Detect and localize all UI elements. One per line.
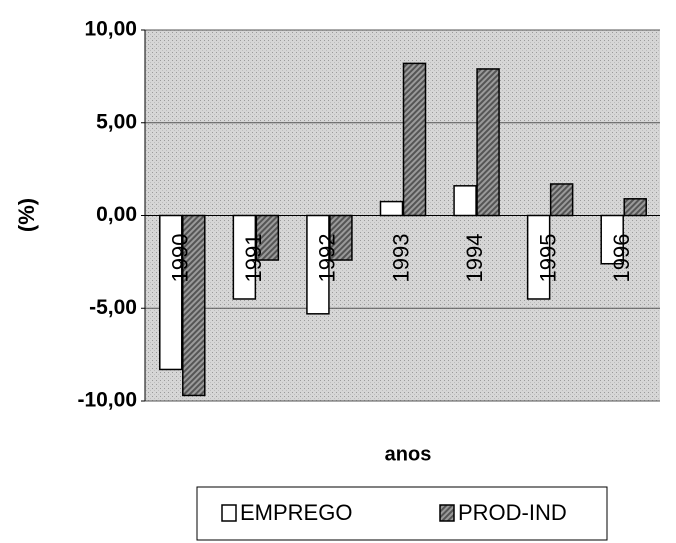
bar [182,214,206,397]
x-tick-label: 1996 [609,234,634,283]
y-tick-label: -5,00 [89,296,137,319]
bar [255,214,280,261]
bar [379,200,404,217]
bar [476,68,500,217]
bar [453,185,477,217]
y-axis-label: (%) [14,198,39,232]
legend-label: EMPREGO [240,500,352,525]
bar [329,214,353,261]
bar [600,214,624,265]
x-tick-label: 1995 [535,234,560,283]
y-tick-label: -10,00 [77,389,137,412]
y-tick-label: 5,00 [96,110,137,133]
x-tick-label: 1990 [168,234,193,283]
y-tick-label: 0,00 [96,203,137,226]
x-tick-label: 1994 [462,234,487,283]
legend-swatch [439,504,455,522]
x-axis-label: anos [385,443,432,465]
x-tick-label: 1992 [315,234,340,283]
bar [402,62,427,217]
legend-label: PROD-IND [458,500,567,525]
x-tick-label: 1991 [241,234,266,283]
legend [196,486,608,541]
bar [549,183,574,217]
bar [526,214,551,300]
bar [232,214,257,300]
bar [306,214,330,315]
y-tick-label: 10,00 [84,18,137,41]
x-tick-label: 1993 [388,234,413,283]
legend-swatch [221,504,237,522]
bar [623,198,647,217]
bar [159,214,183,371]
